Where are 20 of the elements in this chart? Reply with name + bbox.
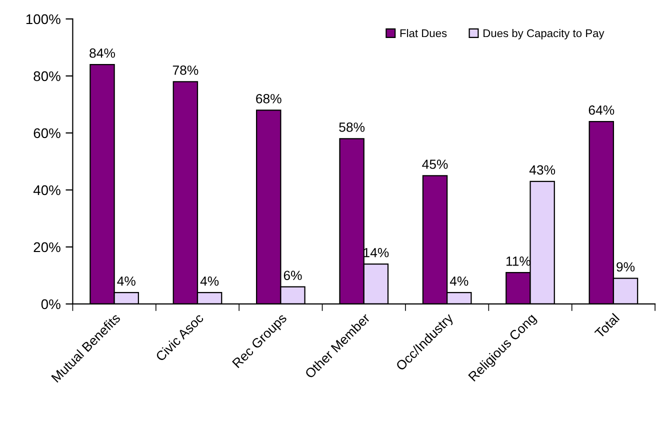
text: 9%: [616, 262, 635, 272]
text: 78%: [172, 66, 198, 75]
legend-label: Dues by Capacity to Pay: [484, 29, 604, 40]
y-tick-label: 60%: [34, 128, 60, 138]
text: 68%: [256, 94, 282, 104]
y-tick-label: 20%: [34, 242, 60, 252]
y-tick-label: 100%: [26, 14, 60, 24]
text: 4%: [117, 276, 136, 286]
text: 6%: [284, 270, 302, 280]
text: 4%: [200, 276, 219, 286]
text: 4%: [450, 276, 468, 286]
text: 64%: [588, 105, 614, 115]
legend-label: Flat Dues: [400, 29, 447, 38]
text: 84%: [90, 48, 115, 58]
text: 43%: [529, 165, 556, 175]
y-tick-label: 80%: [34, 71, 60, 82]
text: 58%: [339, 122, 365, 132]
text: 45%: [422, 160, 448, 169]
y-tick-label: 0%: [41, 299, 60, 310]
y-tick-label: 40%: [33, 185, 60, 196]
